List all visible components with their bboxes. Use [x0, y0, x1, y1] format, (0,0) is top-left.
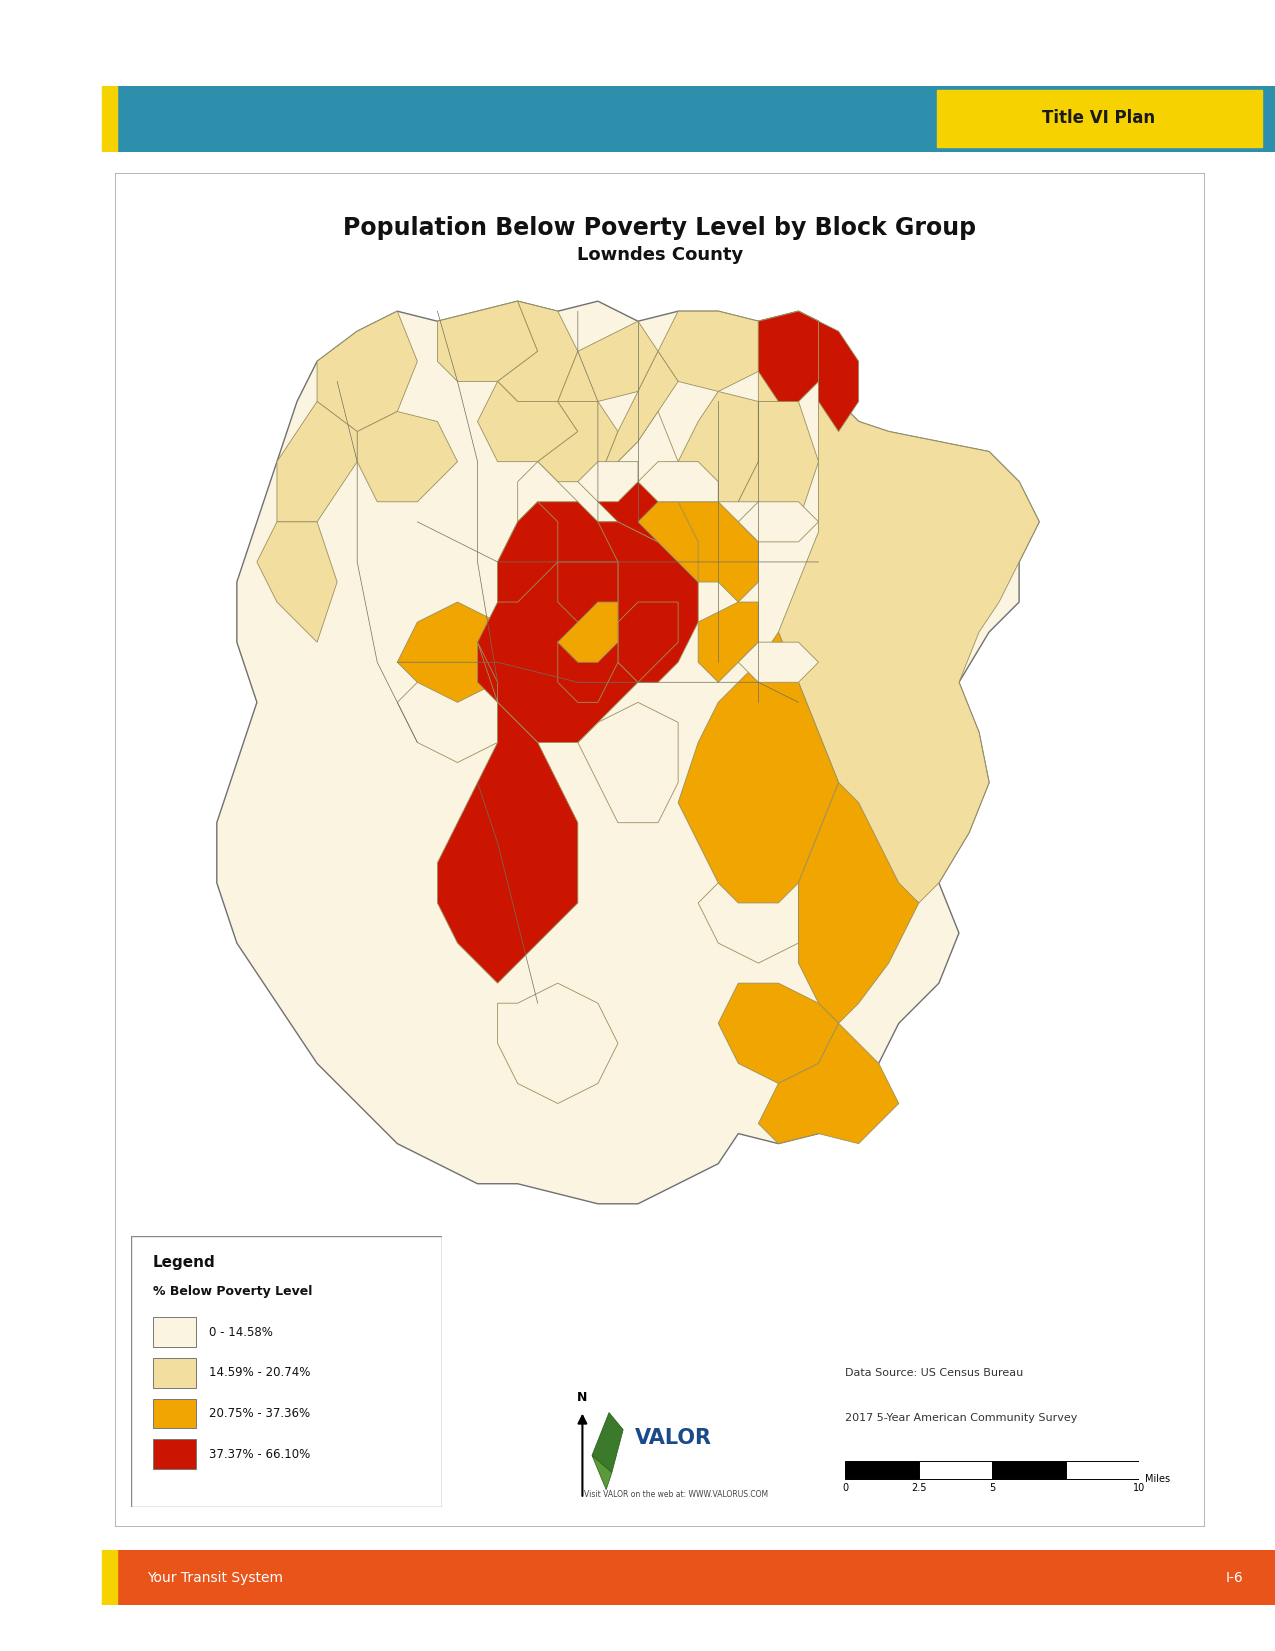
- Bar: [153, 1440, 196, 1469]
- Text: Data Source: US Census Bureau: Data Source: US Census Bureau: [845, 1367, 1024, 1379]
- Polygon shape: [357, 411, 458, 502]
- Polygon shape: [819, 322, 858, 431]
- Bar: [992, 1461, 1066, 1479]
- Text: 0 - 14.58%: 0 - 14.58%: [209, 1326, 273, 1339]
- Polygon shape: [497, 502, 557, 603]
- Text: I-6: I-6: [1225, 1570, 1243, 1585]
- Polygon shape: [699, 863, 798, 963]
- Polygon shape: [256, 522, 337, 642]
- Text: VALOR: VALOR: [635, 1428, 711, 1448]
- Text: Legend: Legend: [153, 1255, 215, 1270]
- Polygon shape: [317, 310, 417, 431]
- Text: 37.37% - 66.10%: 37.37% - 66.10%: [209, 1448, 310, 1461]
- Text: 2017 5-Year American Community Survey: 2017 5-Year American Community Survey: [845, 1413, 1077, 1423]
- Bar: [102, 1550, 117, 1605]
- Text: Population Below Poverty Level by Block Group: Population Below Poverty Level by Block …: [343, 216, 977, 239]
- Text: % Below Poverty Level: % Below Poverty Level: [153, 1284, 312, 1298]
- Polygon shape: [592, 1456, 612, 1489]
- Polygon shape: [557, 561, 618, 622]
- Polygon shape: [277, 401, 357, 522]
- Text: 10: 10: [1133, 1483, 1146, 1493]
- Polygon shape: [598, 411, 678, 522]
- Polygon shape: [437, 300, 538, 381]
- Polygon shape: [598, 522, 699, 682]
- Polygon shape: [738, 401, 819, 522]
- Bar: [153, 1357, 196, 1388]
- Polygon shape: [759, 310, 819, 401]
- Polygon shape: [478, 381, 578, 462]
- Polygon shape: [678, 632, 839, 903]
- Polygon shape: [738, 642, 819, 682]
- Text: Visit VALOR on the web at: WWW.VALORUS.COM: Visit VALOR on the web at: WWW.VALORUS.C…: [584, 1489, 768, 1499]
- Polygon shape: [518, 462, 578, 542]
- Text: N: N: [578, 1392, 588, 1403]
- Polygon shape: [699, 603, 759, 682]
- Bar: [1066, 1461, 1140, 1479]
- Polygon shape: [557, 322, 658, 401]
- Polygon shape: [538, 401, 618, 482]
- Polygon shape: [557, 603, 618, 662]
- Text: Title VI Plan: Title VI Plan: [1043, 109, 1155, 127]
- Polygon shape: [598, 352, 678, 482]
- Polygon shape: [592, 1413, 623, 1473]
- Polygon shape: [638, 462, 718, 502]
- Text: 14.59% - 20.74%: 14.59% - 20.74%: [209, 1367, 310, 1379]
- Text: Lowndes County: Lowndes County: [576, 246, 743, 264]
- Polygon shape: [618, 603, 678, 682]
- Polygon shape: [718, 982, 839, 1083]
- Bar: [153, 1317, 196, 1347]
- Polygon shape: [497, 300, 578, 401]
- Polygon shape: [578, 462, 638, 502]
- Polygon shape: [759, 1024, 899, 1144]
- Polygon shape: [497, 982, 618, 1103]
- Bar: [919, 1461, 992, 1479]
- Polygon shape: [678, 391, 759, 502]
- Polygon shape: [658, 310, 759, 391]
- Bar: [102, 86, 117, 152]
- Polygon shape: [738, 802, 819, 883]
- Polygon shape: [779, 381, 1039, 903]
- Polygon shape: [678, 502, 759, 603]
- Polygon shape: [798, 783, 919, 1024]
- Polygon shape: [598, 482, 678, 542]
- Bar: [845, 1461, 919, 1479]
- Text: 5: 5: [989, 1483, 996, 1493]
- Text: Your Transit System: Your Transit System: [147, 1570, 283, 1585]
- Text: 2.5: 2.5: [910, 1483, 927, 1493]
- Polygon shape: [578, 702, 678, 822]
- Polygon shape: [217, 300, 1039, 1204]
- Polygon shape: [738, 502, 819, 542]
- Polygon shape: [398, 662, 497, 763]
- Bar: [153, 1398, 196, 1428]
- Bar: [937, 91, 1262, 147]
- Text: 20.75% - 37.36%: 20.75% - 37.36%: [209, 1407, 310, 1420]
- Polygon shape: [557, 622, 618, 702]
- Polygon shape: [759, 310, 819, 401]
- Polygon shape: [638, 502, 718, 583]
- Polygon shape: [478, 502, 678, 743]
- Text: 0: 0: [842, 1483, 848, 1493]
- Polygon shape: [398, 603, 497, 702]
- Polygon shape: [437, 642, 578, 982]
- Text: Miles: Miles: [1145, 1474, 1170, 1484]
